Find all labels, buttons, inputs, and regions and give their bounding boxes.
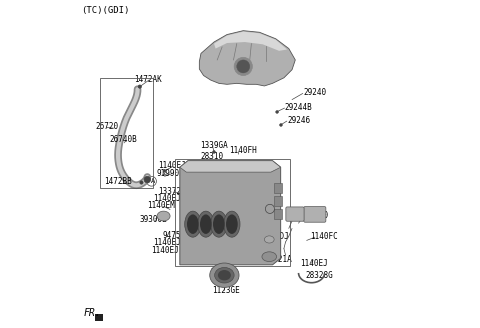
Text: FR.: FR. bbox=[84, 308, 101, 318]
Ellipse shape bbox=[262, 252, 276, 261]
Text: 28334: 28334 bbox=[245, 186, 268, 195]
Text: 1140FC: 1140FC bbox=[310, 232, 337, 241]
Bar bbox=[274, 209, 282, 219]
Ellipse shape bbox=[211, 211, 227, 237]
Polygon shape bbox=[199, 31, 295, 86]
Circle shape bbox=[280, 124, 282, 126]
Circle shape bbox=[234, 57, 252, 75]
Bar bbox=[99, 78, 153, 188]
Circle shape bbox=[213, 151, 216, 153]
Text: 1140EJ: 1140EJ bbox=[154, 194, 181, 203]
Text: 1140EJ: 1140EJ bbox=[153, 238, 180, 247]
Ellipse shape bbox=[213, 215, 225, 234]
Text: 28911: 28911 bbox=[286, 211, 309, 219]
Ellipse shape bbox=[210, 263, 239, 287]
Ellipse shape bbox=[218, 270, 231, 280]
Ellipse shape bbox=[215, 267, 234, 283]
Text: 28334: 28334 bbox=[244, 179, 267, 188]
Text: 1140EJ: 1140EJ bbox=[158, 161, 185, 170]
Text: 94751: 94751 bbox=[163, 231, 186, 240]
FancyBboxPatch shape bbox=[95, 314, 103, 321]
Text: 35100: 35100 bbox=[210, 268, 233, 277]
Text: 29246: 29246 bbox=[287, 115, 310, 125]
Text: A: A bbox=[268, 206, 272, 211]
Text: 28334: 28334 bbox=[242, 173, 266, 181]
Text: 1123GE: 1123GE bbox=[212, 286, 240, 295]
Text: 1140EJ: 1140EJ bbox=[152, 246, 180, 255]
Bar bbox=[274, 196, 282, 206]
Circle shape bbox=[144, 176, 151, 183]
Bar bbox=[274, 183, 282, 193]
Ellipse shape bbox=[200, 215, 212, 234]
Ellipse shape bbox=[157, 211, 170, 221]
Text: 1140DJ: 1140DJ bbox=[261, 232, 288, 241]
Text: 13372: 13372 bbox=[191, 249, 215, 258]
Polygon shape bbox=[214, 31, 287, 51]
Polygon shape bbox=[180, 161, 281, 265]
Circle shape bbox=[163, 170, 166, 172]
FancyBboxPatch shape bbox=[304, 207, 326, 222]
Text: 26740B: 26740B bbox=[110, 135, 138, 144]
Text: 35101: 35101 bbox=[214, 228, 237, 237]
Text: 1472BB: 1472BB bbox=[104, 177, 132, 186]
Text: (TC)(GDI): (TC)(GDI) bbox=[81, 6, 129, 15]
Circle shape bbox=[276, 111, 278, 113]
Text: 1472AK: 1472AK bbox=[134, 75, 162, 84]
Text: 29244B: 29244B bbox=[285, 103, 312, 112]
Circle shape bbox=[237, 60, 250, 73]
Ellipse shape bbox=[224, 211, 240, 237]
Text: 28921A: 28921A bbox=[264, 256, 292, 264]
Text: 1339GA: 1339GA bbox=[200, 141, 228, 150]
Text: 26720: 26720 bbox=[95, 122, 118, 131]
Ellipse shape bbox=[264, 236, 274, 243]
Text: 28312: 28312 bbox=[252, 238, 275, 247]
Text: 28910: 28910 bbox=[305, 211, 328, 219]
Bar bbox=[175, 159, 290, 266]
Circle shape bbox=[138, 85, 142, 88]
FancyBboxPatch shape bbox=[286, 207, 304, 221]
Ellipse shape bbox=[198, 211, 214, 237]
Text: 28328G: 28328G bbox=[305, 271, 333, 280]
Circle shape bbox=[140, 181, 143, 184]
Text: A: A bbox=[151, 178, 155, 184]
Text: 29240: 29240 bbox=[303, 88, 326, 97]
Text: 1140FH: 1140FH bbox=[229, 147, 257, 155]
Text: 1140EJ: 1140EJ bbox=[300, 259, 328, 268]
Text: 28310: 28310 bbox=[200, 152, 224, 161]
Ellipse shape bbox=[226, 215, 238, 234]
Ellipse shape bbox=[187, 215, 199, 234]
Polygon shape bbox=[180, 161, 281, 172]
Text: 13372: 13372 bbox=[158, 187, 181, 196]
Text: 39300E: 39300E bbox=[140, 215, 168, 224]
Text: 1140EM: 1140EM bbox=[147, 201, 175, 210]
Text: 91990I: 91990I bbox=[156, 169, 184, 177]
Text: 25334: 25334 bbox=[245, 192, 268, 201]
Ellipse shape bbox=[185, 211, 201, 237]
